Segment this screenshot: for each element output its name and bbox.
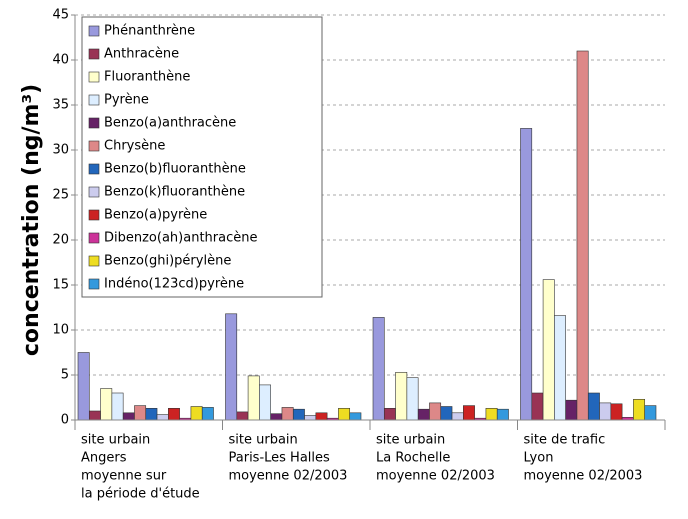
legend-swatch <box>88 71 100 83</box>
bar <box>225 313 238 421</box>
legend-swatch <box>88 48 100 60</box>
y-tick-label: 15 <box>52 278 69 293</box>
bar <box>111 392 124 421</box>
bar <box>429 402 442 421</box>
legend-label: Indéno(123cd)pyrène <box>104 277 244 292</box>
bar <box>520 128 533 421</box>
x-tick-label: moyenne 02/2003 <box>229 469 348 484</box>
y-tick-label: 0 <box>61 413 69 428</box>
bar <box>145 407 158 421</box>
bar <box>542 279 555 421</box>
bar <box>440 406 453 421</box>
legend-label: Benzo(k)fluoranthène <box>104 185 245 200</box>
y-tick-label: 10 <box>52 323 69 338</box>
bar <box>576 50 589 421</box>
bar <box>395 371 408 421</box>
bar <box>156 414 169 421</box>
bar <box>281 407 294 421</box>
x-tick-label: Angers <box>81 451 127 466</box>
x-tick-label: la période d'étude <box>81 487 200 502</box>
y-tick-label: 45 <box>52 8 69 23</box>
bar <box>496 408 509 421</box>
bar <box>259 384 271 421</box>
y-tick-label: 5 <box>61 368 69 383</box>
legend-label: Chrysène <box>104 139 165 154</box>
y-tick-label: 35 <box>52 98 69 113</box>
bar <box>134 405 147 421</box>
legend-swatch <box>88 186 100 198</box>
legend-label: Phénanthrène <box>104 24 195 39</box>
legend-label: Pyrène <box>104 93 149 108</box>
legend-swatch <box>88 117 100 129</box>
bar <box>77 352 90 421</box>
x-tick-label: moyenne sur <box>81 469 167 484</box>
bar <box>190 406 203 421</box>
bar <box>100 388 113 421</box>
bar <box>88 410 101 421</box>
legend-label: Anthracène <box>104 47 179 62</box>
bar <box>201 407 214 421</box>
legend-box <box>81 16 323 298</box>
bar <box>633 398 646 421</box>
bar <box>383 407 396 421</box>
x-tick-label: site de trafic <box>524 433 606 448</box>
x-tick-label: Paris-Les Halles <box>229 451 331 466</box>
legend-label: Benzo(a)pyrène <box>104 208 207 223</box>
legend-swatch <box>88 25 100 37</box>
bar <box>406 377 419 421</box>
bar <box>644 405 657 421</box>
bar <box>270 413 283 421</box>
bar <box>247 375 260 421</box>
legend-swatch <box>88 232 100 244</box>
legend-swatch <box>88 163 100 175</box>
bar <box>531 392 544 421</box>
bar <box>236 411 249 421</box>
legend-swatch <box>88 140 100 152</box>
bar <box>599 402 612 421</box>
bar <box>122 412 135 421</box>
x-tick-label: moyenne 02/2003 <box>524 469 643 484</box>
y-tick-label: 25 <box>52 188 69 203</box>
x-tick-label: site urbain <box>81 433 150 448</box>
bar <box>338 407 351 421</box>
bar <box>304 415 317 421</box>
bar <box>587 392 600 421</box>
y-axis-title: concentration (ng/m³) <box>19 84 44 356</box>
bar <box>417 408 430 421</box>
x-tick-label: site urbain <box>376 433 445 448</box>
legend-label: Benzo(b)fluoranthène <box>104 162 246 177</box>
bar <box>463 405 475 421</box>
bar <box>554 315 566 421</box>
legend-swatch <box>88 278 100 290</box>
y-tick-label: 20 <box>52 233 69 248</box>
y-tick-label: 40 <box>52 53 69 68</box>
legend-label: Dibenzo(ah)anthracène <box>104 231 257 246</box>
legend-label: Fluoranthène <box>104 70 190 85</box>
legend-label: Benzo(ghi)pérylène <box>104 254 231 269</box>
legend-swatch <box>88 209 100 221</box>
bar <box>292 408 305 421</box>
bar <box>610 403 623 421</box>
x-tick-label: Lyon <box>524 451 554 466</box>
bar <box>565 399 578 421</box>
bar <box>315 412 328 421</box>
y-tick-label: 30 <box>52 143 69 158</box>
bar <box>349 412 362 421</box>
x-tick-label: site urbain <box>229 433 298 448</box>
bar <box>372 317 385 421</box>
legend-label: Benzo(a)anthracène <box>104 116 236 131</box>
bar <box>451 412 464 421</box>
bar <box>168 407 180 421</box>
bar <box>485 407 498 421</box>
legend-swatch <box>88 255 100 267</box>
x-tick-label: moyenne 02/2003 <box>376 469 495 484</box>
x-tick-label: La Rochelle <box>376 451 450 466</box>
legend-swatch <box>88 94 100 106</box>
